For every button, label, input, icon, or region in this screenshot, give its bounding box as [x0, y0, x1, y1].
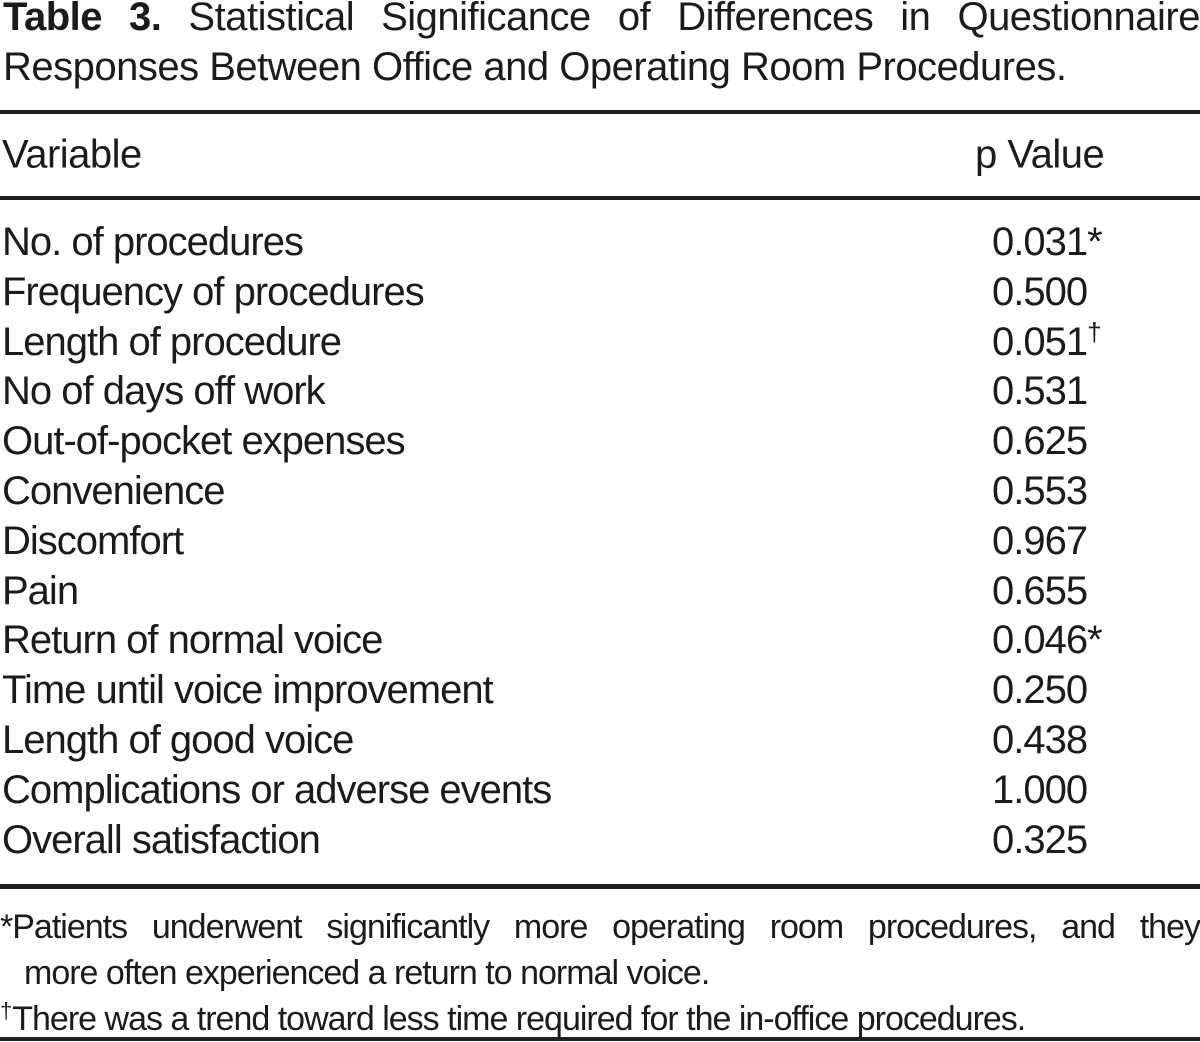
- rule-top: [0, 110, 1200, 114]
- row-variable: No. of procedures: [2, 220, 304, 264]
- dagger-marker: †: [0, 998, 13, 1023]
- row-p-value: 0.325: [992, 817, 1088, 862]
- footnotes: *Patients underwent significantly more o…: [0, 904, 1200, 1042]
- table-row: No. of procedures 0.031*: [0, 218, 1200, 268]
- table-body: No. of procedures 0.031* Frequency of proc…: [0, 218, 1200, 865]
- table-row: Length of good voice 0.438: [0, 716, 1200, 766]
- row-variable: Length of good voice: [2, 717, 354, 762]
- table-header-row: Variable p Value: [0, 114, 1200, 196]
- row-variable: Overall satisfaction: [2, 817, 321, 862]
- row-variable: Frequency of procedures: [2, 269, 425, 314]
- asterisk-marker: *: [0, 908, 13, 946]
- row-variable: Time until voice improvement: [2, 668, 494, 713]
- row-p-value: 0.500: [992, 269, 1088, 314]
- row-p-value: 0.250: [992, 668, 1088, 713]
- table-row: Out-of-pocket expenses 0.625: [0, 417, 1200, 467]
- row-p-value: 0.531: [992, 369, 1088, 414]
- footnote-asterisk-line1: *Patients underwent significantly more o…: [0, 904, 1200, 950]
- table-row: Discomfort 0.967: [0, 517, 1200, 567]
- row-p-value: 0.655: [992, 568, 1088, 613]
- row-variable: Discomfort: [2, 518, 184, 563]
- table-row: Pain 0.655: [0, 567, 1200, 617]
- row-p-value: 0.051†: [992, 316, 1102, 364]
- table-row: Return of normal voice 0.046*: [0, 616, 1200, 666]
- table-title-line2: Responses Between Office and Operating R…: [3, 45, 1067, 89]
- row-p-value: 1.000: [992, 767, 1088, 812]
- footnote-dagger-line: †There was a trend toward less time requ…: [0, 996, 1200, 1042]
- row-p-value: 0.967: [992, 518, 1088, 563]
- table-title-line1-text: Statistical Significance of Differences …: [188, 0, 1200, 39]
- table-row: Frequency of procedures 0.500: [0, 268, 1200, 318]
- table-title: Table 3. Statistical Significance of Dif…: [3, 0, 1200, 92]
- footnote-asterisk-text1: Patients underwent significantly more op…: [12, 908, 1200, 946]
- row-variable: Complications or adverse events: [2, 767, 552, 812]
- row-variable: No of days off work: [2, 369, 326, 414]
- rule-bottom: [0, 1037, 1200, 1041]
- column-header-p-value: p Value: [975, 132, 1105, 177]
- row-variable: Length of procedure: [2, 319, 342, 364]
- table-title-line1: Table 3. Statistical Significance of Dif…: [3, 0, 1200, 42]
- table-row: Complications or adverse events 1.000: [0, 766, 1200, 816]
- asterisk-marker: *: [1087, 220, 1103, 264]
- table-number-label: Table 3.: [3, 0, 162, 39]
- row-p-value: 0.625: [992, 419, 1088, 464]
- row-variable: Out-of-pocket expenses: [2, 419, 406, 464]
- table-row: Overall satisfaction 0.325: [0, 816, 1200, 866]
- asterisk-marker: *: [1087, 618, 1103, 663]
- row-p-value: 0.031*: [992, 220, 1103, 264]
- table-row: Length of procedure 0.051†: [0, 317, 1200, 368]
- footnote-dagger-text: There was a trend toward less time requi…: [12, 1000, 1026, 1038]
- footnote-asterisk-line2: more often experienced a return to norma…: [24, 954, 710, 992]
- row-variable: Return of normal voice: [2, 618, 383, 663]
- row-p-value: 0.046*: [992, 618, 1103, 663]
- table-row: Convenience 0.553: [0, 467, 1200, 517]
- rule-below-header: [0, 196, 1200, 200]
- column-header-variable: Variable: [2, 132, 142, 177]
- row-variable: Convenience: [2, 468, 225, 513]
- table-row: No of days off work 0.531: [0, 367, 1200, 417]
- dagger-marker: †: [1087, 316, 1102, 347]
- table-row: Time until voice improvement 0.250: [0, 666, 1200, 716]
- row-variable: Pain: [2, 568, 79, 613]
- row-p-value: 0.438: [992, 717, 1088, 762]
- row-p-value: 0.553: [992, 468, 1088, 513]
- rule-below-body: [0, 884, 1200, 889]
